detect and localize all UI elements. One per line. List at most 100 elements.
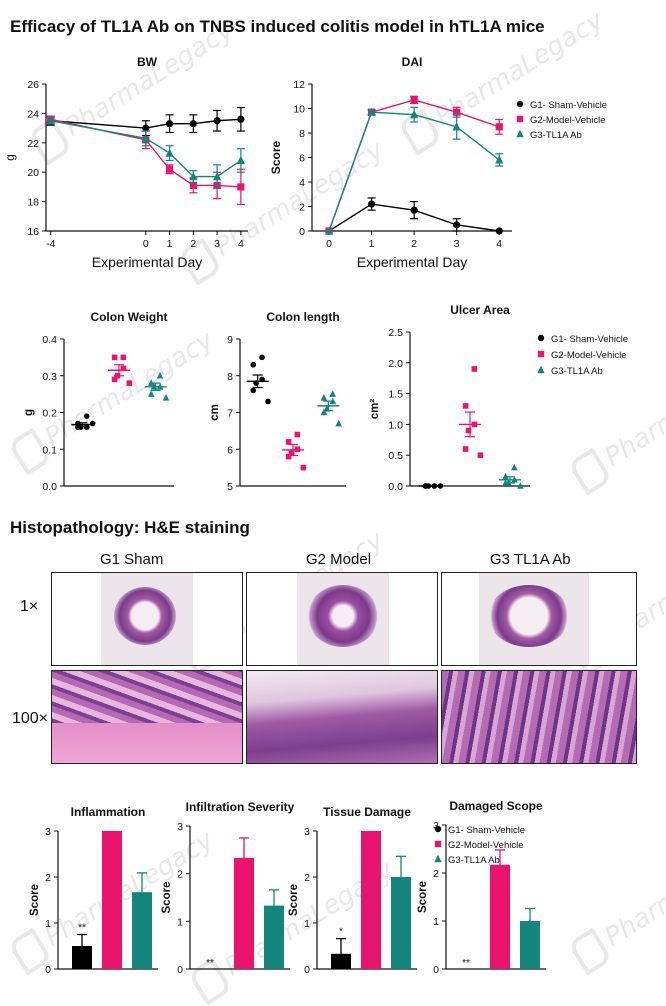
data-point-g3 [495, 155, 504, 164]
chart-title: Tissue Damage [323, 805, 411, 819]
y-axis-label: cm² [369, 399, 381, 420]
x-tick-label: 2 [190, 238, 196, 250]
legend-marker [537, 365, 545, 374]
histology-column-label: G1 Sham [100, 551, 164, 568]
legend-label: G2-Model-Vehicle [530, 115, 606, 126]
histology-image-g1-100x [51, 670, 243, 764]
data-point-g2 [120, 365, 127, 372]
y-axis-label: Score [269, 141, 283, 175]
data-point-g2 [465, 427, 472, 434]
y-tick-label: 2.0 [388, 358, 403, 370]
data-point-g2 [294, 446, 301, 453]
y-tick-label: 8 [227, 371, 233, 383]
x-tick-label: 0 [326, 238, 332, 250]
data-point-g2 [462, 446, 469, 452]
data-point-g1 [237, 115, 245, 123]
y-tick-label: 1 [45, 918, 51, 930]
bar-g2 [490, 864, 510, 969]
x-tick-label: 4 [496, 238, 502, 250]
y-tick-label: 2.5 [388, 327, 403, 339]
y-tick-label: 0.0 [388, 481, 403, 493]
y-tick-label: 0.0 [42, 481, 57, 493]
legend-label: G3-TL1A Ab [551, 366, 603, 377]
y-tick-label: 3 [177, 821, 183, 833]
legend-label: G1- Sham-Vehicle [530, 100, 607, 111]
y-tick-label: 18 [27, 197, 39, 209]
histology-image-g2-1x [246, 572, 438, 666]
data-point-g2 [477, 452, 484, 458]
magnification-label: 1× [20, 598, 39, 615]
legend-marker [516, 115, 524, 123]
legend-label: G2-Model-Vehicle [448, 840, 524, 851]
data-point-g2 [471, 366, 478, 372]
significance-annotation: ** [462, 958, 470, 969]
data-point-g1 [83, 413, 90, 419]
main-title: Efficacy of TL1A Ab on TNBS induced coli… [10, 17, 545, 36]
data-point-g1 [250, 387, 257, 394]
data-point-g1 [75, 424, 81, 431]
y-tick-label: 22 [27, 138, 39, 150]
y-tick-label: 8 [299, 128, 305, 140]
x-tick-label: 1 [369, 238, 375, 250]
data-point-g2 [462, 403, 469, 409]
y-axis-label: g [23, 409, 35, 416]
data-point-g3 [452, 122, 461, 131]
legend-label: G1- Sham-Vehicle [551, 334, 628, 345]
y-tick-label: 3 [45, 826, 51, 838]
y-tick-label: 3 [433, 820, 439, 832]
bar-g3 [264, 905, 284, 969]
histology-image-g1-1x [51, 572, 243, 666]
data-point-g2 [126, 380, 133, 386]
significance-annotation: ** [78, 923, 86, 934]
y-tick-label: 2 [304, 872, 310, 884]
chart-title: Colon length [266, 310, 339, 324]
legend-marker [434, 854, 442, 863]
y-axis-label: Score [29, 884, 41, 916]
data-point-g2 [165, 165, 174, 173]
data-point-g3 [335, 419, 342, 427]
legend-label: G3-TL1A Ab [448, 855, 500, 866]
y-tick-label: 1.5 [388, 389, 403, 401]
bar-g3 [520, 921, 540, 969]
x-tick-label: 4 [238, 238, 244, 250]
data-point-g3 [517, 482, 524, 489]
data-point-g3 [320, 408, 328, 416]
x-tick-label: 2 [411, 238, 417, 250]
y-tick-label: 0 [177, 964, 183, 976]
data-point-g2 [189, 181, 197, 190]
chart-title: DAI [402, 55, 423, 69]
y-tick-label: 12 [293, 79, 305, 91]
data-point-g2 [495, 123, 503, 131]
legend-label: G1- Sham-Vehicle [448, 825, 525, 836]
x-tick-label: -4 [46, 238, 55, 250]
data-point-g3 [320, 394, 328, 401]
histology-title: Histopathology: H&E staining [10, 518, 250, 537]
y-tick-label: 0.2 [42, 408, 57, 420]
legend-marker [434, 825, 442, 833]
y-tick-label: 6 [299, 153, 305, 165]
data-point-g2 [410, 96, 418, 104]
data-point-g2 [120, 354, 127, 361]
legend-marker [516, 100, 524, 108]
y-tick-label: 2 [299, 202, 305, 214]
x-axis-label: Experimental Day [357, 254, 468, 270]
histology-column-label: G2 Model [306, 551, 372, 568]
x-tick-label: 3 [454, 238, 460, 250]
y-tick-label: 26 [27, 79, 39, 91]
data-point-g2 [294, 431, 301, 438]
data-point-g2 [300, 464, 307, 471]
y-tick-label: 3 [304, 826, 310, 838]
bar-g3 [132, 892, 152, 969]
legend-marker [537, 334, 545, 342]
x-tick-label: 1 [167, 238, 173, 250]
chart-title: Inflammation [71, 805, 146, 819]
y-axis-label: Score [288, 884, 300, 916]
data-point-g3 [141, 133, 150, 142]
y-tick-label: 1 [304, 918, 310, 930]
chart-title: Colon Weight [90, 310, 167, 324]
data-point-g2 [237, 183, 245, 191]
data-point-g2 [453, 108, 461, 116]
y-tick-label: 0 [304, 964, 310, 976]
data-point-g2 [285, 453, 292, 460]
bar-g2 [234, 857, 254, 969]
